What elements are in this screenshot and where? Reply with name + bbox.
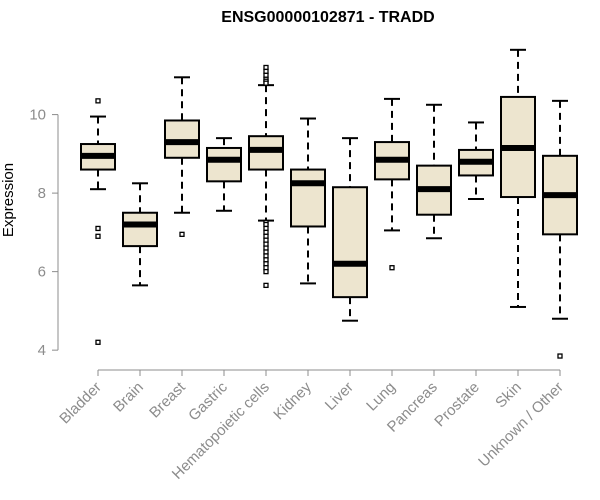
box-skin	[500, 48, 536, 308]
outlier-point	[263, 80, 269, 86]
x-tick-label: Skin	[492, 379, 525, 412]
y-axis: 4 6 8 10	[29, 107, 59, 359]
outlier-point	[263, 268, 269, 275]
outlier-point	[557, 353, 563, 359]
x-tick-label: Kidney	[270, 378, 315, 423]
outlier-point	[263, 282, 269, 289]
box-lung	[374, 97, 410, 271]
x-tick-label: Lung	[363, 379, 399, 415]
box-kidney	[290, 117, 326, 285]
box-gastric	[206, 137, 242, 212]
x-tick-label: Brain	[110, 379, 147, 416]
box-unknown-other	[542, 99, 578, 359]
iqr-box	[206, 146, 242, 183]
y-axis-label: Expression	[0, 163, 17, 237]
box-bladder	[80, 98, 116, 345]
y-tick-label: 8	[38, 185, 46, 202]
box-hematopoietic-cells	[248, 64, 284, 289]
chart-title: ENSG00000102871 - TRADD	[221, 9, 434, 26]
y-tick-label: 10	[29, 107, 46, 124]
box-pancreas	[416, 103, 452, 240]
outlier-point	[95, 233, 101, 239]
outlier-point	[95, 98, 101, 104]
box-breast	[164, 76, 200, 237]
outlier-point	[389, 265, 395, 271]
y-tick-label: 4	[38, 342, 46, 359]
iqr-box	[290, 168, 326, 228]
outlier-point	[95, 339, 101, 345]
boxes-group	[80, 48, 578, 359]
box-prostate	[458, 121, 494, 200]
box-liver	[332, 137, 368, 322]
x-tick-label: Breast	[146, 378, 189, 421]
outlier-point	[179, 231, 185, 237]
x-tick-label: Liver	[322, 379, 357, 414]
outlier-point	[95, 225, 101, 232]
y-tick-label: 6	[38, 264, 46, 281]
x-tick-label: Prostate	[431, 379, 483, 431]
iqr-box	[332, 186, 368, 299]
iqr-box	[122, 211, 158, 248]
x-tick-label: Bladder	[56, 379, 105, 428]
box-brain	[122, 182, 158, 287]
